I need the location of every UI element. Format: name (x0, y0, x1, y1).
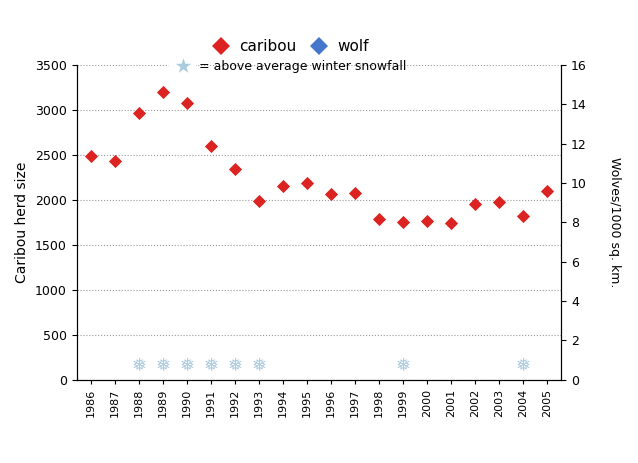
Point (398, 219, 408, 226)
Point (518, 212, 528, 219)
Text: ❅: ❅ (227, 357, 242, 375)
Text: ❅: ❅ (251, 357, 267, 375)
Point (206, 142, 216, 150)
Y-axis label: Caribou herd size: Caribou herd size (15, 162, 29, 283)
Text: ❅: ❅ (179, 357, 195, 375)
Text: ❅: ❅ (156, 357, 170, 375)
Point (278, 182, 288, 190)
Point (374, 215, 384, 222)
Point (446, 219, 456, 227)
Y-axis label: Wolves/1000 sq. km.: Wolves/1000 sq. km. (608, 157, 621, 288)
Point (134, 110, 144, 117)
Point (86, 152, 96, 159)
Text: ❅: ❅ (131, 357, 147, 375)
Point (182, 99, 192, 106)
Point (350, 190, 360, 197)
Point (542, 187, 552, 194)
Point (110, 157, 120, 165)
Text: ❅: ❅ (204, 357, 219, 375)
Point (470, 200, 480, 208)
Point (158, 88, 168, 95)
Point (326, 191, 336, 198)
Legend: = above average winter snowfall: = above average winter snowfall (170, 60, 406, 73)
Point (494, 198, 504, 205)
Point (230, 165, 240, 173)
Text: ❅: ❅ (396, 357, 411, 375)
Point (422, 218, 432, 225)
Text: ❅: ❅ (516, 357, 531, 375)
Point (302, 179, 312, 187)
Point (254, 197, 264, 204)
